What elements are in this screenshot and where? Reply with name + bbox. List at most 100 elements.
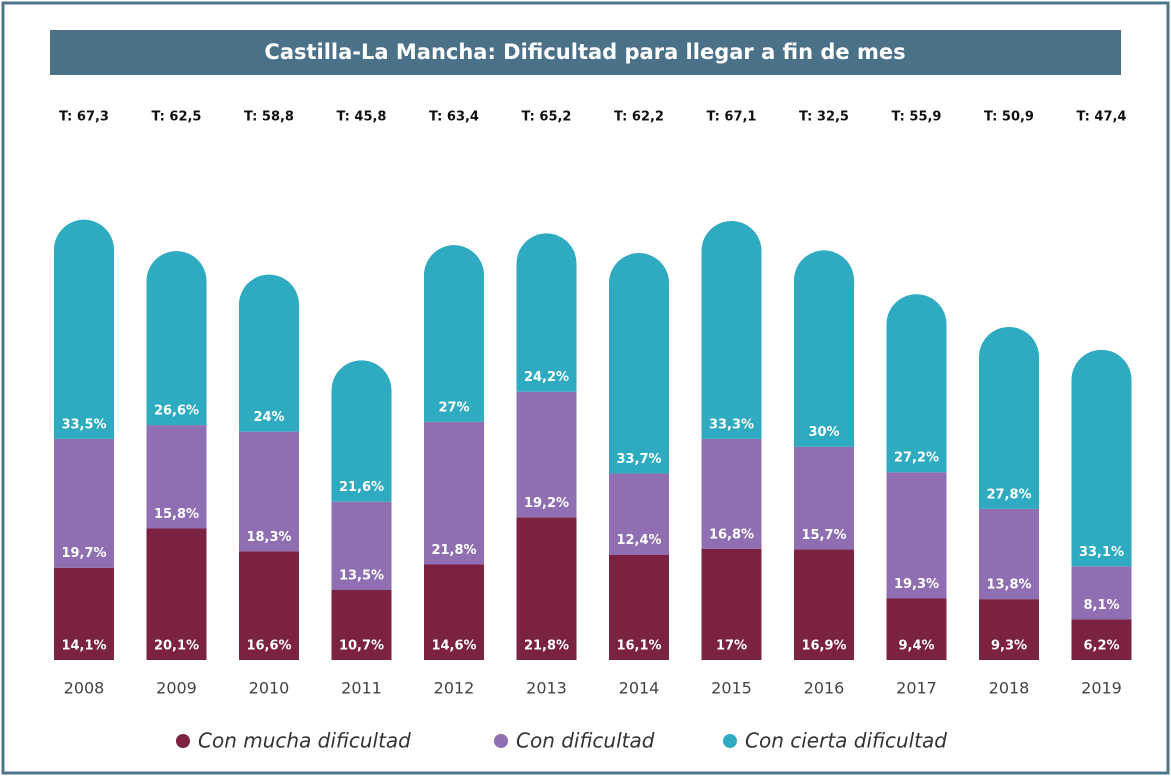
value-label: 33,7%	[616, 452, 661, 467]
bar-segment	[794, 250, 854, 447]
x-tick-label: 2010	[249, 679, 290, 698]
value-label: 33,1%	[1079, 545, 1124, 560]
x-tick-label: 2012	[434, 679, 475, 698]
total-label: T: 55,9	[892, 110, 942, 125]
bar-segment	[701, 548, 762, 660]
total-label: T: 50,9	[984, 110, 1034, 125]
value-label: 15,8%	[154, 507, 199, 522]
x-tick-label: 2009	[156, 679, 197, 698]
bar-segment	[516, 391, 577, 518]
bar-segment	[979, 326, 1039, 509]
total-label: T: 62,2	[614, 110, 664, 125]
bar-segment	[146, 425, 207, 529]
bar-segment	[1071, 619, 1132, 660]
value-label: 27%	[438, 400, 469, 415]
bar-segment	[886, 598, 947, 660]
bar-segment	[516, 233, 577, 392]
x-tick-label: 2014	[619, 679, 660, 698]
total-label: T: 62,5	[152, 110, 202, 125]
bar-segment	[424, 564, 484, 660]
bar-segment	[54, 567, 114, 660]
value-label: 17%	[716, 639, 747, 654]
bar-segment	[1071, 566, 1132, 620]
value-label: 30%	[808, 425, 839, 440]
bar-segment	[516, 517, 577, 660]
value-label: 10,7%	[339, 639, 384, 654]
legend-label: Con mucha dificultad	[198, 729, 411, 753]
value-label: 12,4%	[616, 533, 661, 548]
value-label: 19,2%	[524, 496, 569, 511]
bar-segment	[54, 219, 114, 439]
value-label: 13,8%	[986, 578, 1031, 593]
chart-title: Castilla-La Mancha: Dificultad para lleg…	[264, 40, 905, 64]
bar-segment	[609, 554, 669, 660]
x-tick-label: 2016	[804, 679, 845, 698]
x-tick-label: 2008	[64, 679, 105, 698]
value-label: 15,7%	[801, 528, 846, 543]
value-label: 13,5%	[339, 568, 384, 583]
value-label: 16,8%	[709, 527, 754, 542]
total-label: T: 58,8	[244, 110, 294, 125]
x-tick-label: 2013	[526, 679, 567, 698]
bar-segment	[609, 473, 669, 555]
bar-segment	[239, 431, 299, 552]
legend-dot	[723, 734, 737, 748]
x-tick-label: 2011	[341, 679, 382, 698]
value-label: 9,3%	[991, 639, 1027, 654]
x-tick-label: 2018	[989, 679, 1030, 698]
legend-dot	[494, 734, 508, 748]
x-tick-label: 2017	[896, 679, 937, 698]
bar-segment	[794, 446, 854, 550]
x-tick-label: 2019	[1081, 679, 1122, 698]
bar-segment	[794, 549, 854, 660]
legend-label: Con dificultad	[516, 729, 655, 753]
value-label: 16,1%	[616, 639, 661, 654]
value-label: 27,2%	[894, 451, 939, 466]
value-label: 21,6%	[339, 480, 384, 495]
legend-label: Con cierta dificultad	[745, 729, 947, 753]
value-label: 14,1%	[61, 639, 106, 654]
bar-segment	[54, 438, 114, 568]
bar-segment	[886, 294, 947, 473]
bar-segment	[239, 551, 299, 660]
total-label: T: 67,1	[707, 110, 757, 125]
total-label: T: 32,5	[799, 110, 849, 125]
bar-segment	[146, 528, 207, 660]
value-label: 8,1%	[1083, 598, 1119, 613]
total-label: T: 45,8	[337, 110, 387, 125]
value-label: 27,8%	[986, 487, 1031, 502]
bar-segment	[609, 253, 669, 474]
value-label: 33,3%	[709, 417, 754, 432]
bar-segment	[331, 589, 392, 660]
value-label: 33,5%	[61, 417, 106, 432]
value-label: 16,9%	[801, 639, 846, 654]
bar-segment	[979, 508, 1039, 600]
bar-segment	[239, 274, 299, 432]
title-bar	[50, 30, 1121, 75]
value-label: 24,2%	[524, 370, 569, 385]
value-label: 18,3%	[246, 530, 291, 545]
bar-segment	[979, 599, 1039, 660]
value-label: 26,6%	[154, 404, 199, 419]
bar-segment	[424, 421, 484, 565]
total-label: T: 47,4	[1077, 110, 1127, 125]
value-label: 14,6%	[431, 639, 476, 654]
total-label: T: 67,3	[59, 110, 109, 125]
legend-dot	[176, 734, 190, 748]
bar-segment	[146, 251, 207, 426]
value-label: 24%	[253, 410, 284, 425]
value-label: 19,3%	[894, 577, 939, 592]
value-label: 20,1%	[154, 639, 199, 654]
bar-segment	[1071, 349, 1132, 567]
total-label: T: 65,2	[522, 110, 572, 125]
x-tick-label: 2015	[711, 679, 752, 698]
value-label: 16,6%	[246, 639, 291, 654]
bar-segment	[331, 360, 392, 502]
bar-segment	[424, 245, 484, 422]
bar-segment	[701, 220, 762, 439]
bar-segment	[886, 472, 947, 599]
bar-segment	[701, 438, 762, 549]
total-label: T: 63,4	[429, 110, 479, 125]
